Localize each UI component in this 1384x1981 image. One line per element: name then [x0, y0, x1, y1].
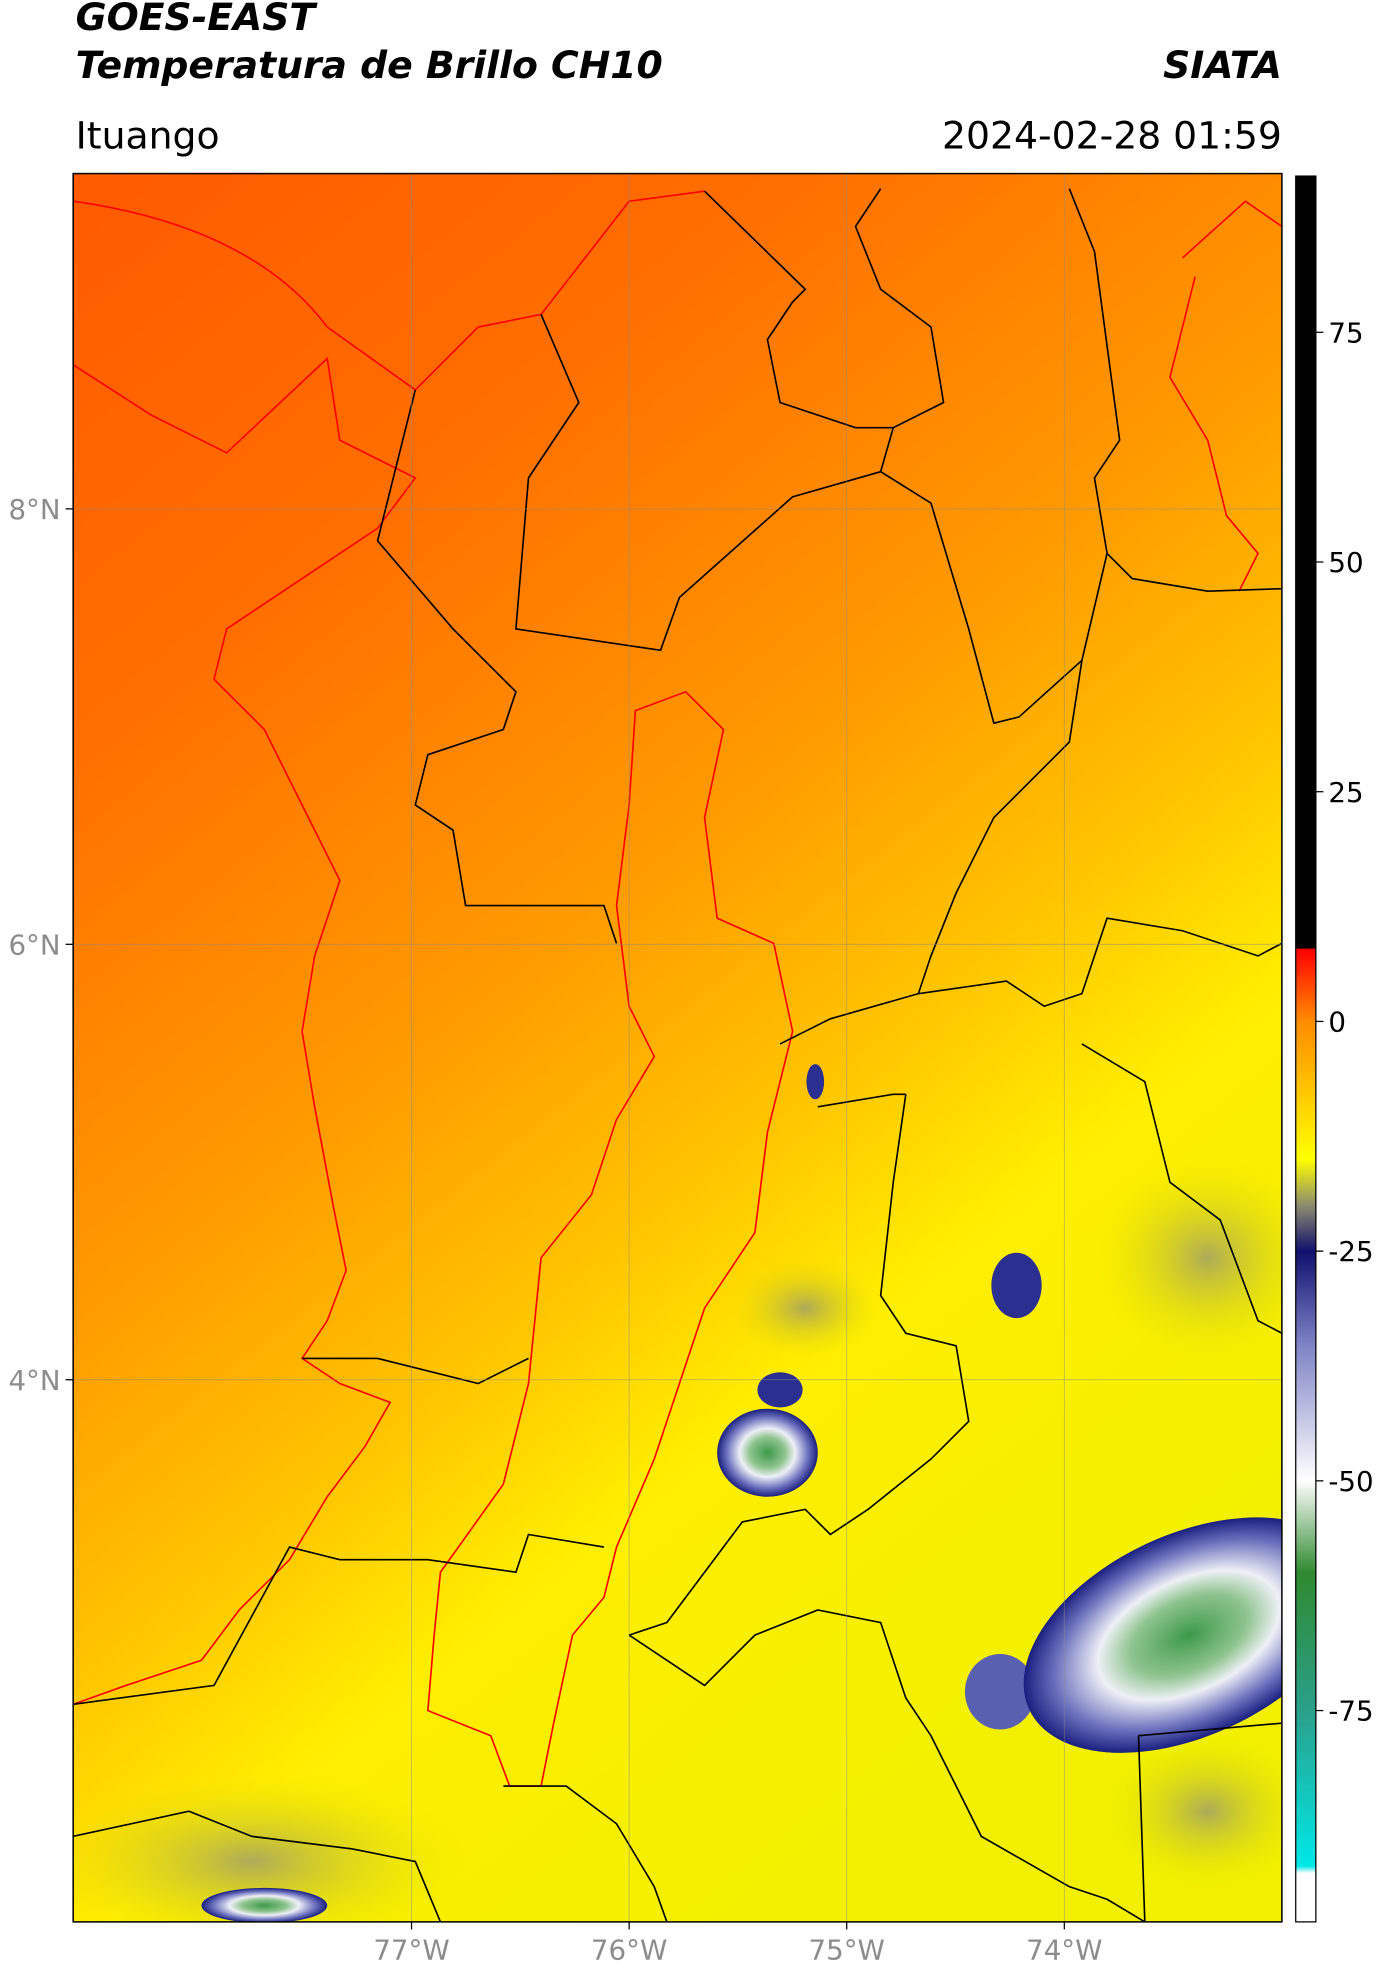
- title-source: SIATA: [1163, 43, 1282, 87]
- colorbar-tick-label: 50: [1328, 546, 1363, 579]
- y-tick-label: 4°N: [8, 1364, 60, 1397]
- colorbar: [1295, 175, 1317, 1923]
- cloud: [991, 1252, 1042, 1319]
- datetime: 2024-02-28 01:59: [942, 113, 1282, 157]
- location: Ituango: [76, 113, 220, 157]
- colorbar-tick-label: -25: [1328, 1235, 1373, 1268]
- colorbar-tick-label: 0: [1328, 1005, 1346, 1038]
- colorbar-tick-label: -75: [1328, 1695, 1373, 1728]
- x-tick-label: 76°W: [591, 1934, 667, 1967]
- haze: [1094, 1157, 1282, 1359]
- map-frame: [72, 172, 1283, 1923]
- y-tick-label: 6°N: [8, 928, 60, 961]
- haze: [729, 1257, 881, 1359]
- cloud: [964, 1653, 1036, 1730]
- x-tick-label: 77°W: [373, 1934, 449, 1967]
- cloud: [201, 1887, 328, 1922]
- x-tick-label: 74°W: [1026, 1934, 1102, 1967]
- borders: [73, 188, 1282, 1922]
- cloud: [1023, 1517, 1282, 1753]
- cloud: [806, 1064, 825, 1100]
- title-satellite: GOES-EAST: [76, 0, 319, 39]
- title-product: Temperatura de Brillo CH10: [76, 43, 663, 87]
- y-tick-label: 8°N: [8, 493, 60, 526]
- colorbar-tick-label: -50: [1328, 1465, 1373, 1498]
- colorbar-tick-label: 25: [1328, 776, 1363, 809]
- coastline: [73, 190, 1282, 1787]
- cloud: [757, 1372, 803, 1408]
- grid: 77°W 76°W 75°W 74°W 4°N 6°N 8°N: [8, 173, 1282, 1967]
- colorbar-ticks: -75 -50 -25 0 25 50 75: [1315, 316, 1374, 1728]
- haze: [73, 1773, 466, 1922]
- cloud: [717, 1408, 818, 1497]
- haze: [1107, 1735, 1282, 1887]
- map-field: [73, 173, 1282, 1922]
- colorbar-tick-label: 75: [1328, 316, 1363, 349]
- x-tick-label: 75°W: [809, 1934, 885, 1967]
